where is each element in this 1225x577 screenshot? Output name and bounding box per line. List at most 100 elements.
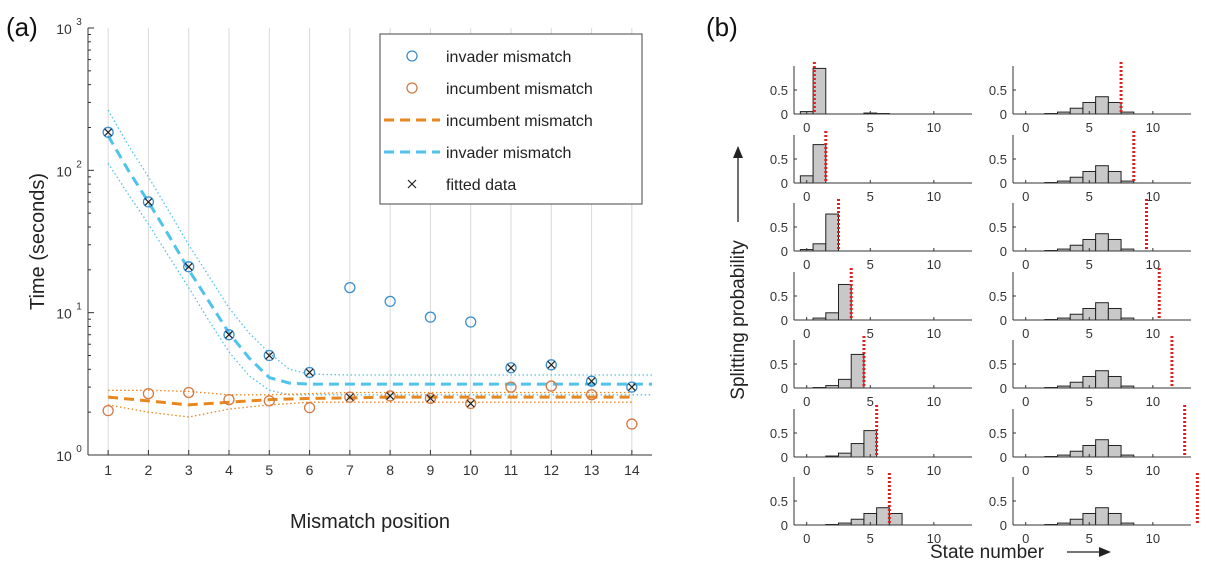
x-tick-label: 5 <box>265 462 273 478</box>
y-tick-label: 0.5 <box>770 494 788 509</box>
x-tick-label: 5 <box>867 120 874 135</box>
histogram-bar <box>1096 371 1109 388</box>
y-tick-label: 0.5 <box>989 152 1007 167</box>
histogram-bar <box>1096 166 1109 183</box>
x-tick-label: 10 <box>1146 326 1160 341</box>
legend-label: fitted data <box>446 177 516 194</box>
y-axis-arrow-head <box>733 146 743 158</box>
y-tick-label: 0.5 <box>770 220 788 235</box>
y-axis-label: Splitting probability <box>728 240 749 400</box>
x-tick-label: 10 <box>927 189 941 204</box>
histogram-bar <box>1096 97 1109 114</box>
histogram-bar <box>839 284 852 320</box>
y-tick-label: 10 <box>56 306 72 322</box>
y-tick-label: 0.5 <box>770 152 788 167</box>
x-tick-label: 10 <box>1146 120 1160 135</box>
x-tick-label: 5 <box>867 531 874 546</box>
y-tick-label: 0.5 <box>770 357 788 372</box>
x-axis-label: State number <box>930 542 1045 563</box>
y-tick-exponent: 1 <box>76 302 82 313</box>
x-tick-label: 10 <box>1146 531 1160 546</box>
x-tick-label: 10 <box>927 326 941 341</box>
x-tick-label: 10 <box>1146 189 1160 204</box>
legend-label: incumbent mismatch <box>446 113 593 130</box>
y-tick-label: 10 <box>56 448 72 464</box>
histogram-bar <box>1108 513 1121 525</box>
x-tick-label: 0 <box>803 463 810 478</box>
legend-label: incumbent mismatch <box>446 81 593 98</box>
histogram-bar <box>826 313 839 320</box>
histogram-bar <box>1070 451 1083 457</box>
legend: invader mismatch incumbent mismatch incumb… <box>380 34 642 204</box>
x-tick-label: 7 <box>346 462 354 478</box>
x-tick-label: 0 <box>1022 257 1029 272</box>
x-tick-label: 0 <box>803 326 810 341</box>
y-tick-label: 10 <box>56 163 72 179</box>
histogram-bar <box>826 214 839 251</box>
y-tick-label: 0 <box>781 313 788 328</box>
y-tick-label: 0 <box>781 450 788 465</box>
histogram-bar <box>877 508 890 525</box>
histogram-bar <box>839 453 852 457</box>
y-tick-exponent: 0 <box>76 444 82 455</box>
x-tick-label: 5 <box>867 463 874 478</box>
x-tick-label: 10 <box>927 394 941 409</box>
x-tick-label: 3 <box>185 462 193 478</box>
histogram-bar <box>1096 440 1109 457</box>
panel-label-b: (b) <box>706 12 738 42</box>
y-tick-label: 0 <box>781 381 788 396</box>
x-tick-label: 0 <box>803 531 810 546</box>
histogram-bar <box>1096 508 1109 525</box>
x-tick-label: 1 <box>104 462 112 478</box>
y-tick-exponent: 2 <box>76 159 82 170</box>
histogram-bar <box>1108 102 1121 114</box>
histogram-bar <box>1108 239 1121 251</box>
histogram-bar <box>1070 519 1083 525</box>
histogram-bar <box>1096 234 1109 251</box>
y-tick-label: 0 <box>1000 107 1007 122</box>
y-tick-label: 0 <box>781 176 788 191</box>
y-tick-label: 0 <box>1000 518 1007 533</box>
x-tick-label: 10 <box>1146 394 1160 409</box>
incumbent-fit-lower-bound <box>108 402 632 417</box>
x-tick-label: 0 <box>1022 326 1029 341</box>
y-tick-label: 10 <box>56 21 72 37</box>
x-tick-label: 10 <box>927 463 941 478</box>
histogram-bar <box>813 145 826 183</box>
x-tick-label: 5 <box>1086 189 1093 204</box>
x-tick-label: 5 <box>867 394 874 409</box>
histogram-bar <box>839 379 852 388</box>
legend-label: invader mismatch <box>446 49 571 66</box>
x-tick-label: 5 <box>1086 531 1093 546</box>
histogram-bar <box>864 431 877 457</box>
x-tick-label: 0 <box>803 189 810 204</box>
x-tick-label: 5 <box>1086 326 1093 341</box>
x-tick-label: 2 <box>145 462 153 478</box>
y-tick-label: 0.5 <box>989 357 1007 372</box>
histogram-bar <box>1070 382 1083 388</box>
x-axis-arrow-head <box>1099 547 1111 557</box>
x-tick-label: 13 <box>584 462 600 478</box>
x-tick-label: 10 <box>1146 463 1160 478</box>
y-tick-label: 0.5 <box>989 220 1007 235</box>
x-tick-label: 10 <box>463 462 479 478</box>
y-tick-label: 0 <box>1000 244 1007 259</box>
y-tick-label: 0 <box>1000 450 1007 465</box>
y-tick-label: 0.5 <box>989 289 1007 304</box>
x-tick-label: 0 <box>1022 394 1029 409</box>
x-tick-label: 5 <box>867 189 874 204</box>
x-tick-label: 0 <box>803 120 810 135</box>
histogram-bar <box>1070 177 1083 183</box>
x-tick-label: 0 <box>1022 189 1029 204</box>
y-tick-label: 0.5 <box>770 83 788 98</box>
